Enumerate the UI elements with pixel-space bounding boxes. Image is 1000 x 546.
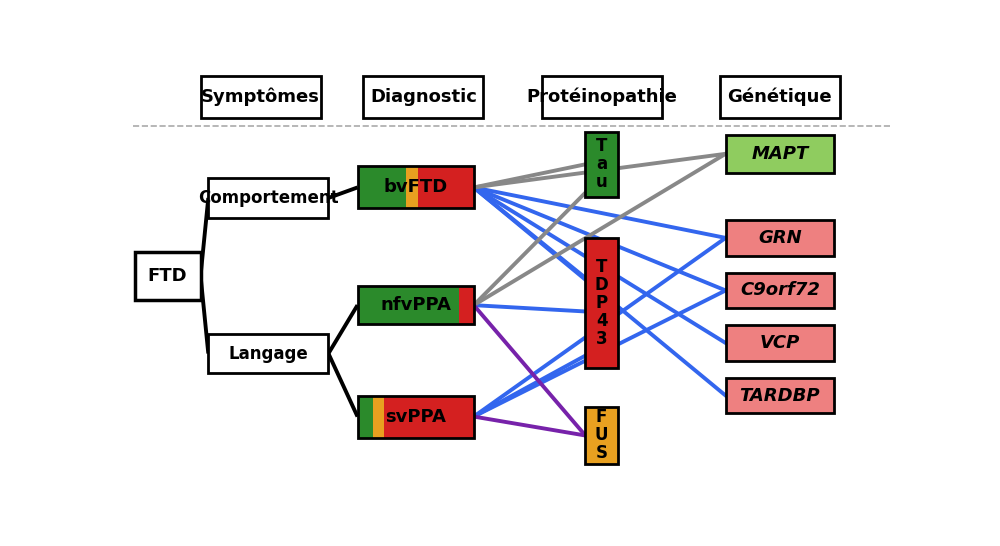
Text: bvFTD: bvFTD	[384, 179, 448, 197]
FancyBboxPatch shape	[208, 178, 328, 218]
FancyBboxPatch shape	[201, 76, 321, 118]
FancyBboxPatch shape	[726, 378, 834, 413]
Text: nfvPPA: nfvPPA	[380, 296, 451, 314]
FancyBboxPatch shape	[726, 272, 834, 308]
Text: Comportement: Comportement	[198, 189, 339, 207]
FancyBboxPatch shape	[585, 238, 618, 368]
Text: GRN: GRN	[758, 229, 802, 247]
FancyBboxPatch shape	[406, 167, 418, 209]
FancyBboxPatch shape	[585, 407, 618, 464]
FancyBboxPatch shape	[726, 135, 834, 173]
Text: Génétique: Génétique	[728, 88, 832, 106]
FancyBboxPatch shape	[720, 76, 840, 118]
Text: T
a
u: T a u	[596, 137, 608, 191]
Text: T
D
P
4
3: T D P 4 3	[595, 258, 608, 348]
FancyBboxPatch shape	[208, 334, 328, 373]
FancyBboxPatch shape	[135, 252, 201, 300]
Text: FTD: FTD	[148, 267, 187, 284]
FancyBboxPatch shape	[363, 76, 483, 118]
Text: Langage: Langage	[228, 345, 308, 363]
Text: Diagnostic: Diagnostic	[370, 88, 477, 106]
FancyBboxPatch shape	[418, 167, 474, 209]
FancyBboxPatch shape	[358, 167, 406, 209]
FancyBboxPatch shape	[726, 325, 834, 361]
FancyBboxPatch shape	[358, 286, 459, 324]
FancyBboxPatch shape	[542, 76, 662, 118]
FancyBboxPatch shape	[726, 220, 834, 256]
Text: F
U
S: F U S	[595, 408, 608, 462]
Text: TARDBP: TARDBP	[740, 387, 820, 405]
FancyBboxPatch shape	[373, 395, 384, 437]
Text: svPPA: svPPA	[385, 407, 446, 425]
Text: MAPT: MAPT	[751, 145, 808, 163]
FancyBboxPatch shape	[585, 132, 618, 197]
Text: Symptômes: Symptômes	[201, 88, 320, 106]
Text: Protéinopathie: Protéinopathie	[526, 88, 677, 106]
FancyBboxPatch shape	[459, 286, 474, 324]
FancyBboxPatch shape	[384, 395, 474, 437]
Text: C9orf72: C9orf72	[740, 281, 820, 299]
FancyBboxPatch shape	[358, 395, 373, 437]
Text: VCP: VCP	[760, 334, 800, 352]
